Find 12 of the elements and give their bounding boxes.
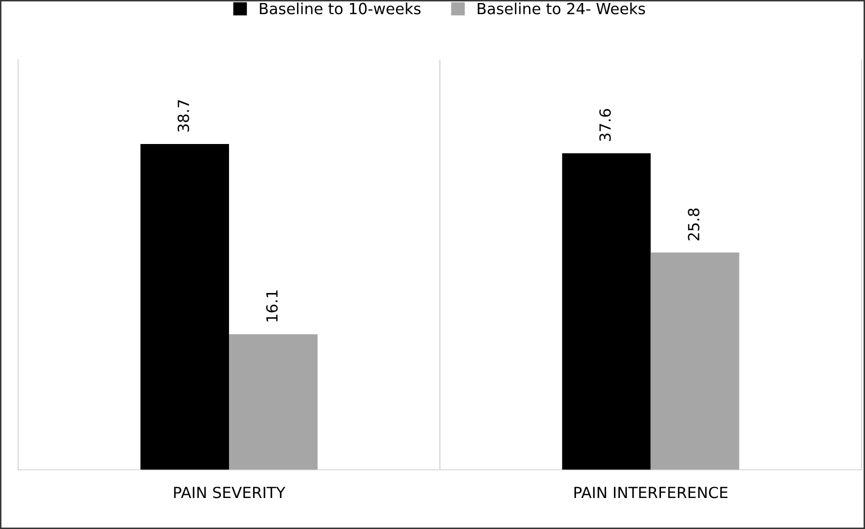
bar (562, 153, 651, 470)
x-tick-label: PAIN SEVERITY (174, 486, 286, 498)
legend-label: Baseline to 10-weeks (260, 2, 421, 14)
data-label: 37.6 (599, 109, 611, 141)
x-tick-label: PAIN INTERFERENCE (574, 486, 728, 498)
bar (140, 144, 230, 470)
bar (650, 252, 740, 470)
bar (229, 334, 318, 470)
data-label: 25.8 (688, 208, 700, 240)
data-label: 16.1 (266, 290, 278, 322)
legend-label: Baseline to 24- Weeks (478, 2, 645, 14)
data-label: 38.7 (178, 100, 190, 132)
